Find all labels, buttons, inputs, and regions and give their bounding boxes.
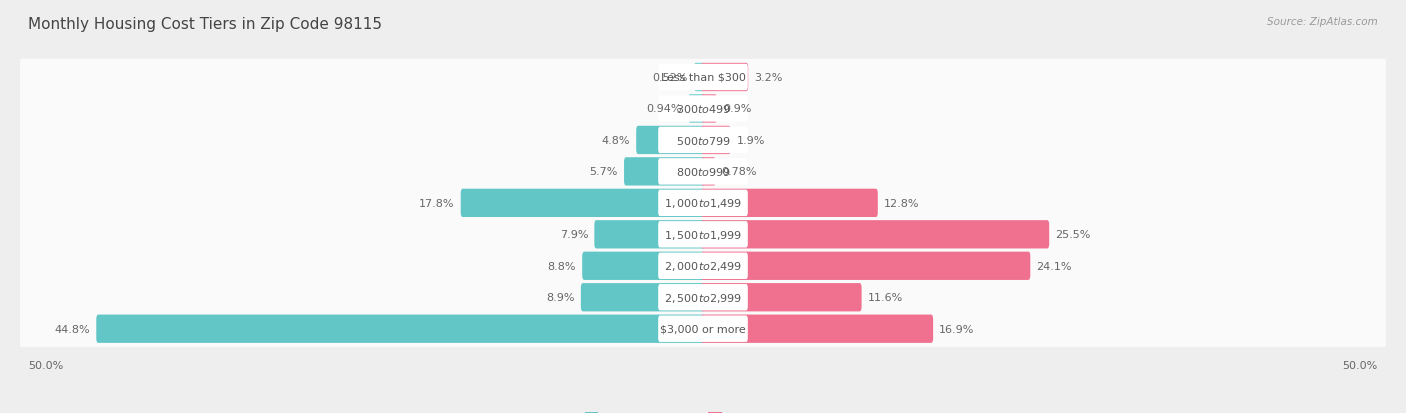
FancyBboxPatch shape bbox=[20, 216, 1386, 253]
Text: 8.9%: 8.9% bbox=[547, 292, 575, 302]
FancyBboxPatch shape bbox=[20, 91, 1386, 127]
FancyBboxPatch shape bbox=[624, 158, 704, 186]
FancyBboxPatch shape bbox=[658, 221, 748, 248]
FancyBboxPatch shape bbox=[689, 95, 704, 123]
FancyBboxPatch shape bbox=[702, 252, 1031, 280]
FancyBboxPatch shape bbox=[702, 158, 716, 186]
Text: $800 to $999: $800 to $999 bbox=[675, 166, 731, 178]
Text: 44.8%: 44.8% bbox=[55, 324, 90, 334]
FancyBboxPatch shape bbox=[702, 189, 877, 218]
Text: Less than $300: Less than $300 bbox=[661, 73, 745, 83]
FancyBboxPatch shape bbox=[20, 248, 1386, 284]
Text: 25.5%: 25.5% bbox=[1056, 230, 1091, 240]
FancyBboxPatch shape bbox=[582, 252, 704, 280]
FancyBboxPatch shape bbox=[595, 221, 704, 249]
Text: 0.9%: 0.9% bbox=[723, 104, 752, 114]
FancyBboxPatch shape bbox=[658, 64, 748, 91]
FancyBboxPatch shape bbox=[20, 279, 1386, 316]
FancyBboxPatch shape bbox=[658, 190, 748, 216]
Text: 5.7%: 5.7% bbox=[589, 167, 619, 177]
Text: $2,500 to $2,999: $2,500 to $2,999 bbox=[664, 291, 742, 304]
Text: 50.0%: 50.0% bbox=[1343, 360, 1378, 370]
Text: 1.9%: 1.9% bbox=[737, 135, 765, 145]
FancyBboxPatch shape bbox=[702, 283, 862, 312]
FancyBboxPatch shape bbox=[658, 96, 748, 122]
Text: 17.8%: 17.8% bbox=[419, 198, 454, 208]
FancyBboxPatch shape bbox=[96, 315, 704, 343]
FancyBboxPatch shape bbox=[658, 127, 748, 154]
FancyBboxPatch shape bbox=[20, 59, 1386, 96]
Text: 8.8%: 8.8% bbox=[547, 261, 576, 271]
Text: $500 to $799: $500 to $799 bbox=[675, 135, 731, 147]
FancyBboxPatch shape bbox=[636, 126, 704, 155]
Text: $1,500 to $1,999: $1,500 to $1,999 bbox=[664, 228, 742, 241]
FancyBboxPatch shape bbox=[20, 311, 1386, 347]
Text: $1,000 to $1,499: $1,000 to $1,499 bbox=[664, 197, 742, 210]
Text: 0.52%: 0.52% bbox=[652, 73, 688, 83]
Text: 0.94%: 0.94% bbox=[647, 104, 682, 114]
FancyBboxPatch shape bbox=[702, 95, 717, 123]
Text: 3.2%: 3.2% bbox=[754, 73, 783, 83]
Text: 12.8%: 12.8% bbox=[884, 198, 920, 208]
Text: 24.1%: 24.1% bbox=[1036, 261, 1071, 271]
Text: $2,000 to $2,499: $2,000 to $2,499 bbox=[664, 260, 742, 273]
Text: 16.9%: 16.9% bbox=[939, 324, 974, 334]
Text: Monthly Housing Cost Tiers in Zip Code 98115: Monthly Housing Cost Tiers in Zip Code 9… bbox=[28, 17, 382, 31]
FancyBboxPatch shape bbox=[702, 64, 748, 92]
Text: Source: ZipAtlas.com: Source: ZipAtlas.com bbox=[1267, 17, 1378, 26]
Text: $300 to $499: $300 to $499 bbox=[675, 103, 731, 115]
Text: 7.9%: 7.9% bbox=[560, 230, 588, 240]
FancyBboxPatch shape bbox=[461, 189, 704, 218]
FancyBboxPatch shape bbox=[702, 126, 731, 155]
Text: 0.78%: 0.78% bbox=[721, 167, 756, 177]
FancyBboxPatch shape bbox=[702, 221, 1049, 249]
Legend: Owner-occupied, Renter-occupied: Owner-occupied, Renter-occupied bbox=[581, 408, 825, 413]
FancyBboxPatch shape bbox=[20, 154, 1386, 190]
FancyBboxPatch shape bbox=[20, 185, 1386, 221]
FancyBboxPatch shape bbox=[702, 315, 934, 343]
FancyBboxPatch shape bbox=[658, 316, 748, 342]
Text: 50.0%: 50.0% bbox=[28, 360, 63, 370]
FancyBboxPatch shape bbox=[658, 253, 748, 279]
FancyBboxPatch shape bbox=[581, 283, 704, 312]
FancyBboxPatch shape bbox=[20, 122, 1386, 159]
Text: $3,000 or more: $3,000 or more bbox=[661, 324, 745, 334]
Text: 4.8%: 4.8% bbox=[602, 135, 630, 145]
FancyBboxPatch shape bbox=[658, 284, 748, 311]
FancyBboxPatch shape bbox=[695, 64, 704, 92]
FancyBboxPatch shape bbox=[658, 159, 748, 185]
Text: 11.6%: 11.6% bbox=[868, 292, 903, 302]
